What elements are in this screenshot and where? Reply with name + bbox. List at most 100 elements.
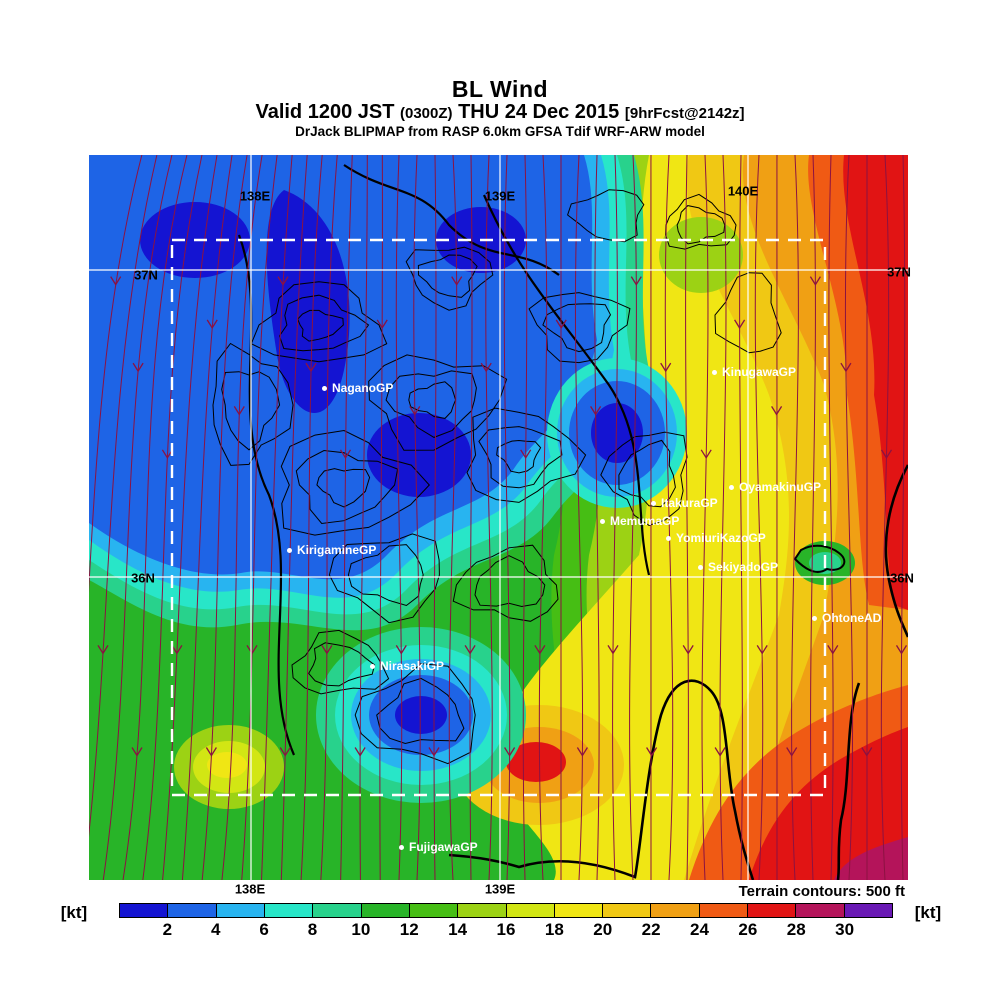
station-dot bbox=[812, 616, 817, 622]
streamline bbox=[469, 155, 473, 880]
terrain-contour bbox=[308, 642, 376, 687]
unit-label-right: [kt] bbox=[914, 903, 942, 922]
wind-speed-region bbox=[207, 752, 247, 778]
streamline-arrow bbox=[504, 747, 516, 757]
colorbar-tick: 18 bbox=[544, 920, 564, 939]
station-label: NirasakiGP bbox=[370, 659, 444, 673]
station-name: SekiyadoGP bbox=[708, 560, 779, 574]
colorbar-segment bbox=[264, 904, 314, 917]
streamline bbox=[241, 155, 278, 880]
wind-field-canvas bbox=[89, 155, 908, 880]
geo-grid-label: 140E bbox=[727, 183, 759, 199]
geo-grid-label: 36N bbox=[131, 570, 155, 586]
streamline-arrow bbox=[895, 645, 908, 655]
station-dot bbox=[600, 519, 605, 525]
streamline bbox=[89, 155, 143, 593]
terrain-contour bbox=[328, 533, 440, 624]
colorbar-segment bbox=[409, 904, 459, 917]
colorbar-segment bbox=[216, 904, 265, 917]
streamline bbox=[719, 155, 727, 880]
streamline-arrow bbox=[861, 747, 873, 757]
streamline-arrow bbox=[464, 645, 476, 655]
colorbar-tick: 24 bbox=[690, 920, 709, 939]
streamline-arrow bbox=[277, 276, 289, 286]
streamline bbox=[754, 155, 764, 880]
wind-speed-region bbox=[367, 413, 471, 497]
streamline bbox=[522, 155, 528, 880]
streamline-arrow bbox=[110, 276, 122, 286]
terrain-contour bbox=[417, 254, 478, 298]
streamline bbox=[122, 155, 188, 880]
station-dot bbox=[322, 386, 327, 392]
station-label: KirigamineGP bbox=[287, 543, 376, 557]
streamline-arrow bbox=[840, 362, 852, 373]
station-name: ItakuraGP bbox=[661, 496, 718, 510]
colorbar-segment bbox=[554, 904, 604, 917]
coastline bbox=[793, 544, 846, 573]
streamline-arrow bbox=[321, 645, 333, 655]
colorbar-segment bbox=[699, 904, 749, 917]
streamline bbox=[448, 155, 458, 880]
streamline bbox=[340, 155, 353, 880]
colorbar-tick: 20 bbox=[593, 920, 613, 939]
colorbar-tick: 4 bbox=[211, 920, 221, 939]
streamline bbox=[775, 155, 779, 880]
streamline bbox=[320, 155, 338, 880]
geo-grid-label: 37N bbox=[887, 264, 911, 280]
streamline bbox=[810, 155, 816, 880]
colorbar-segment bbox=[313, 904, 362, 917]
forecast-run-text: [9hrFcst@2142z] bbox=[624, 105, 745, 122]
unit-label-left: [kt] bbox=[60, 903, 88, 922]
colorbar-tick: 22 bbox=[641, 920, 661, 939]
streamline bbox=[701, 155, 709, 880]
terrain-contour bbox=[408, 381, 457, 419]
terrain-contour bbox=[618, 439, 676, 508]
terrain-contour bbox=[714, 272, 782, 354]
colorbar-tick: 6 bbox=[259, 920, 269, 939]
streamline bbox=[485, 155, 493, 880]
streamline bbox=[162, 155, 218, 880]
streamline bbox=[538, 155, 548, 880]
terrain-contour bbox=[278, 294, 370, 352]
station-name: NaganoGP bbox=[332, 381, 394, 395]
station-label: ItakuraGP bbox=[651, 496, 718, 510]
streamline bbox=[629, 155, 637, 880]
valid-date-text: THU 24 Dec 2015 bbox=[458, 101, 620, 123]
terrain-contour bbox=[354, 663, 476, 765]
terrain-contour bbox=[452, 544, 559, 622]
geo-grid-label: 36N bbox=[890, 570, 914, 586]
terrain-contour bbox=[212, 342, 294, 466]
model-domain-dashed-box bbox=[170, 238, 827, 797]
terrain-contour bbox=[250, 281, 388, 363]
terrain-contour-bold bbox=[482, 194, 651, 576]
geo-grid-label: 139E bbox=[484, 881, 516, 897]
wind-speed-region bbox=[395, 696, 447, 734]
station-label: NaganoGP bbox=[322, 381, 393, 395]
streamline bbox=[433, 155, 437, 880]
terrain-contour bbox=[368, 354, 508, 451]
terrain-contour bbox=[496, 439, 542, 474]
streamline bbox=[791, 155, 799, 880]
streamline bbox=[900, 155, 906, 880]
geo-grid-label: 138E bbox=[239, 188, 271, 204]
colorbar-segment bbox=[458, 904, 507, 917]
streamline-arrow bbox=[555, 319, 567, 330]
colorbar-segment bbox=[748, 904, 797, 917]
colorbar-segment bbox=[168, 904, 217, 917]
streamline-arrow bbox=[279, 747, 291, 757]
station-label: OhtoneAD bbox=[812, 611, 881, 625]
colorbar-tick: 16 bbox=[496, 920, 516, 939]
colorbar-tick: 8 bbox=[307, 920, 318, 939]
terrain-contour bbox=[676, 205, 726, 245]
terrain-contour bbox=[280, 429, 430, 536]
geo-grid-label: 37N bbox=[134, 267, 158, 283]
station-dot bbox=[698, 565, 703, 571]
streamline bbox=[300, 155, 323, 880]
colorbar-segment bbox=[120, 904, 169, 917]
zulu-time-text: (0300Z) bbox=[400, 105, 453, 122]
station-name: YomiuriKazoGP bbox=[676, 531, 766, 545]
terrain-contour bbox=[600, 431, 688, 526]
terrain-contour bbox=[478, 426, 563, 489]
coastline bbox=[448, 679, 755, 880]
station-name: NirasakiGP bbox=[380, 659, 445, 673]
